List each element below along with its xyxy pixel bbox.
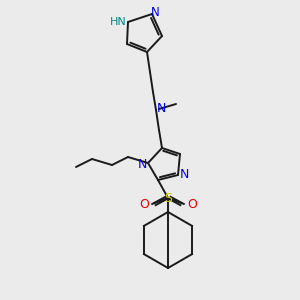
Text: N: N — [151, 7, 159, 20]
Text: N: N — [156, 101, 166, 115]
Text: S: S — [164, 191, 172, 205]
Text: N: N — [179, 167, 189, 181]
Text: HN: HN — [110, 17, 126, 27]
Text: O: O — [139, 197, 149, 211]
Text: O: O — [187, 197, 197, 211]
Text: N: N — [137, 158, 147, 170]
